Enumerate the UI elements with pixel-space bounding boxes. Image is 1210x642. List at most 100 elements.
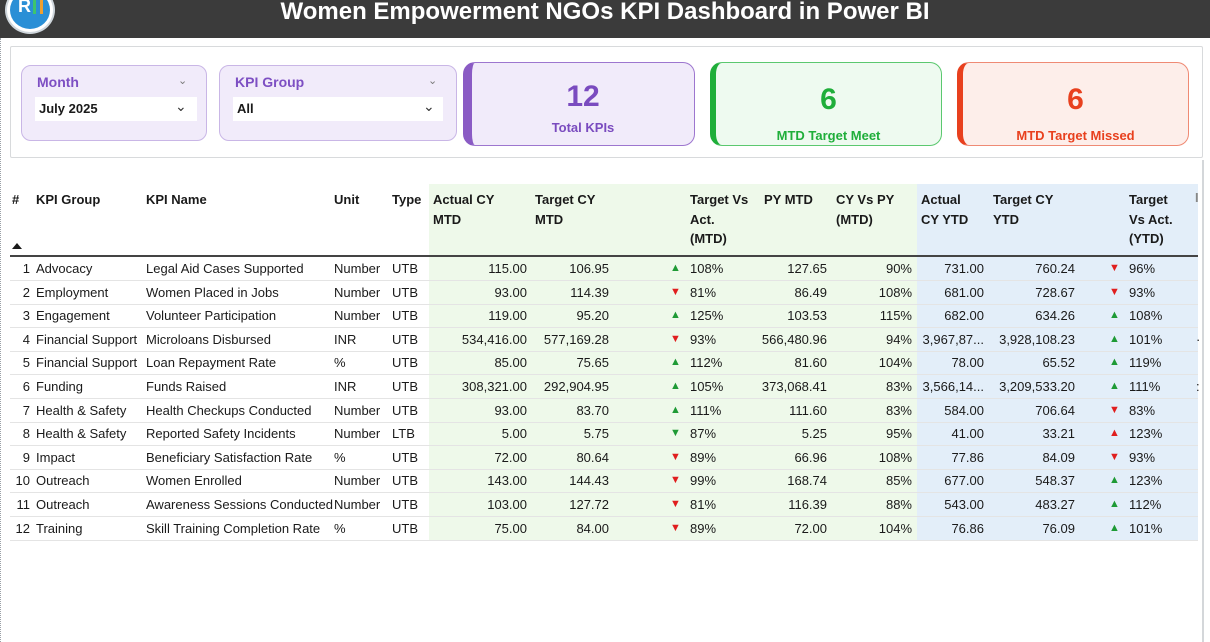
header-line: Target xyxy=(1129,192,1168,207)
kpi-group-slicer[interactable]: KPI Group ⌄ All ⌄ xyxy=(219,65,457,141)
header-line: YTD xyxy=(993,211,1019,227)
col-header-num[interactable]: # xyxy=(12,192,20,207)
cell-unit: Number xyxy=(334,402,381,418)
mtd-target-meet-card: 6 MTD Target Meet xyxy=(710,62,942,146)
title-bar xyxy=(0,0,1210,38)
col-header-target-cy-ytd[interactable]: Target CY YTD xyxy=(993,190,1053,229)
header-line: CY Vs PY xyxy=(836,192,895,207)
kpi-group-dropdown[interactable]: All ⌄ xyxy=(233,97,443,121)
cell-target-vs-act-ytd: 83% xyxy=(1129,402,1156,418)
sort-ascending-icon[interactable] xyxy=(12,243,22,249)
cell-target-cy-mtd: 95.20 xyxy=(576,308,609,324)
chevron-down-icon[interactable]: ⌄ xyxy=(178,75,188,87)
table-row[interactable]: 10 Outreach Women Enrolled Number UTB 143.00 1… xyxy=(0,469,1210,494)
cell-kpi-group: Outreach xyxy=(36,473,90,489)
cell-kpi-name: Women Enrolled xyxy=(146,473,242,489)
cell-actual-cy-ytd: 584.00 xyxy=(944,402,984,418)
col-header-kpi-group[interactable]: KPI Group xyxy=(36,192,101,207)
row-divider xyxy=(10,350,1198,352)
cell-target-cy-ytd: 33.21 xyxy=(1042,426,1075,442)
table-row[interactable]: 3 Engagement Volunteer Participation Number… xyxy=(0,304,1210,329)
cell-kpi-name: Skill Training Completion Rate xyxy=(146,520,321,536)
header-line: Target CY xyxy=(535,192,596,207)
cell-unit: Number xyxy=(334,261,381,276)
header-line: Actual CY xyxy=(433,192,495,207)
header-divider xyxy=(10,255,1198,257)
month-dropdown[interactable]: July 2025 ⌄ xyxy=(35,97,197,121)
month-slicer[interactable]: Month ⌄ July 2025 ⌄ xyxy=(21,65,207,141)
cell-actual-cy-mtd: 93.00 xyxy=(494,284,527,300)
canvas-border xyxy=(0,38,2,642)
cell-kpi-name: Awareness Sessions Conducted xyxy=(146,496,333,512)
cell-py-mtd: 81.60 xyxy=(794,355,827,371)
month-slicer-label: Month xyxy=(37,74,79,90)
col-header-py-mtd[interactable]: PY MTD xyxy=(764,190,813,210)
table-row[interactable]: 2 Employment Women Placed in Jobs Number UTB… xyxy=(0,281,1210,305)
chevron-down-icon[interactable]: ⌄ xyxy=(428,75,438,87)
cell-target-cy-ytd: 760.24 xyxy=(1035,261,1075,276)
col-header-actual-cy-ytd[interactable]: Actual CY YTD xyxy=(921,190,968,229)
col-header-type[interactable]: Type xyxy=(392,192,422,207)
table-row[interactable]: 7 Health & Safety Health Checkups Conducte… xyxy=(0,399,1210,423)
table-row[interactable]: 11 Outreach Awareness Sessions Conducted Nu… xyxy=(0,493,1210,517)
chevron-down-icon[interactable]: ⌄ xyxy=(423,98,435,114)
cell-target-vs-act-mtd: 89% xyxy=(690,449,717,465)
cell-kpi-name: Loan Repayment Rate xyxy=(146,355,277,371)
col-header-target-vs-act-ytd[interactable]: Target Vs Act. (YTD) xyxy=(1129,190,1173,249)
cell-cy-vs-py-mtd: 85% xyxy=(885,473,912,489)
cell-target-cy-mtd: 127.72 xyxy=(569,496,609,512)
col-header-cy-vs-py-mtd[interactable]: CY Vs PY (MTD) xyxy=(836,190,894,229)
cell-actual-cy-mtd: 308,321.00 xyxy=(461,378,527,394)
cell-kpi-group: Engagement xyxy=(36,308,110,324)
cell-target-vs-act-ytd: 108% xyxy=(1129,308,1163,324)
cell-target-vs-act-ytd: 101% xyxy=(1129,331,1163,347)
cell-target-cy-mtd: 83.70 xyxy=(576,402,609,418)
logo-circle xyxy=(10,0,50,29)
mtd-target-meet-value: 6 xyxy=(820,83,837,116)
cell-cy-vs-py-mtd: 88% xyxy=(885,496,912,512)
table-row[interactable]: 1 Advocacy Legal Aid Cases Supported Number… xyxy=(0,257,1210,281)
cell-target-cy-mtd: 106.95 xyxy=(569,261,609,276)
table-row[interactable]: 12 Training Skill Training Completion Rate… xyxy=(0,517,1210,541)
col-header-target-vs-act-mtd[interactable]: Target Vs Act. (MTD) xyxy=(690,190,748,249)
cell-type: UTB xyxy=(392,355,418,371)
kpi-group-value: All xyxy=(237,101,254,116)
triangle-up-icon: ▲ xyxy=(1109,332,1120,345)
table-row[interactable]: 6 Funding Funds Raised INR UTB 308,321.00 292,… xyxy=(0,375,1210,399)
cell-target-vs-act-mtd: 81% xyxy=(690,284,717,300)
col-header-target-cy-mtd[interactable]: Target CY MTD xyxy=(535,190,595,229)
cell-type: UTB xyxy=(392,331,418,347)
row-divider xyxy=(10,374,1198,376)
header-line: PY MTD xyxy=(764,192,813,207)
cell-type: UTB xyxy=(392,449,418,465)
cell-num: 10 xyxy=(15,473,30,489)
triangle-down-icon: ▼ xyxy=(670,521,681,534)
cell-target-cy-ytd: 728.67 xyxy=(1035,284,1075,300)
col-header-kpi-name[interactable]: KPI Name xyxy=(146,192,207,207)
col-header-actual-cy-mtd[interactable]: Actual CY MTD xyxy=(433,190,494,229)
cell-unit: % xyxy=(334,355,346,371)
cell-target-vs-act-ytd: 112% xyxy=(1129,496,1162,512)
logo-letter: R xyxy=(18,0,31,16)
cell-target-vs-act-ytd: 123% xyxy=(1129,473,1163,489)
cell-target-cy-ytd: 76.09 xyxy=(1042,520,1075,536)
col-header-unit[interactable]: Unit xyxy=(334,192,360,207)
cell-py-mtd: 168.74 xyxy=(787,473,827,489)
cell-target-cy-ytd: 483.27 xyxy=(1035,496,1075,512)
row-divider xyxy=(10,280,1198,281)
row-divider xyxy=(10,492,1198,494)
table-row[interactable]: 4 Financial Support Microloans Disbursed IN… xyxy=(0,328,1210,352)
table-row[interactable]: 8 Health & Safety Reported Safety Incident… xyxy=(0,422,1210,447)
chevron-down-icon[interactable]: ⌄ xyxy=(175,98,187,114)
cell-kpi-name: Funds Raised xyxy=(146,378,227,394)
cell-actual-cy-ytd: 681.00 xyxy=(944,284,984,300)
cell-unit: Number xyxy=(334,308,381,324)
cell-py-mtd: 566,480.96 xyxy=(761,331,827,347)
cell-actual-cy-ytd: 3,967,87... xyxy=(922,331,984,347)
table-row[interactable]: 5 Financial Support Loan Repayment Rate% UT… xyxy=(0,351,1210,376)
cell-actual-cy-ytd: 3,566,14... xyxy=(922,378,984,394)
table-row[interactable]: 9 Impact Beneficiary Satisfaction Rate% UTB… xyxy=(0,446,1210,470)
cell-target-cy-mtd: 292,904.95 xyxy=(543,378,609,394)
cell-num: 4 xyxy=(22,331,30,347)
cell-cy-vs-py-mtd: 94% xyxy=(885,331,912,347)
